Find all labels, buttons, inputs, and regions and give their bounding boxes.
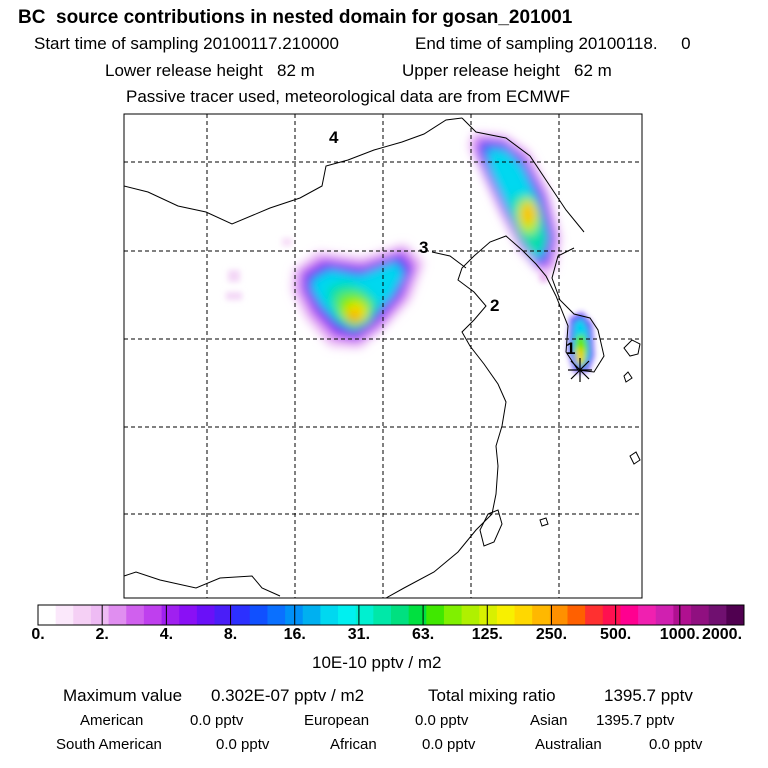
- colorbar-swatch: [391, 605, 410, 625]
- colorbar-swatch: [708, 605, 727, 625]
- colorbar-swatch: [126, 605, 145, 625]
- colorbar-swatch: [338, 605, 357, 625]
- colorbar-frame: [37, 604, 745, 626]
- colorbar-swatch: [355, 605, 374, 625]
- colorbar-swatch: [496, 605, 515, 625]
- colorbar-swatch: [214, 605, 233, 625]
- total-mixing-label: Total mixing ratio: [428, 686, 556, 705]
- colorbar-swatch: [73, 605, 92, 625]
- colorbar-tick-label: 2000.: [701, 626, 743, 643]
- colorbar-tick-label: 63.: [411, 626, 435, 643]
- colorbar-swatch: [567, 605, 586, 625]
- colorbar-swatch: [196, 605, 215, 625]
- colorbar-tick-label: 2.: [95, 626, 109, 643]
- colorbar-tick-label: 125.: [471, 626, 503, 643]
- end-time: End time of sampling 20100118. 0: [415, 34, 691, 53]
- map-panel: 4 3 2 1: [124, 114, 642, 598]
- colorbar-swatch: [285, 605, 304, 625]
- lower-release-height: Lower release height 82 m: [105, 61, 315, 80]
- colorbar-swatch: [479, 605, 498, 625]
- region-value-asian: 1395.7 pptv: [596, 712, 675, 729]
- colorbar-swatch: [602, 605, 621, 625]
- plume-source-3: [226, 238, 548, 348]
- colorbar-swatch: [108, 605, 127, 625]
- plume-source-4: [470, 134, 560, 272]
- colorbar-units: 10E-10 pptv / m2: [312, 653, 442, 672]
- colorbar-tick-label: 31.: [347, 626, 371, 643]
- colorbar-swatch: [373, 605, 392, 625]
- colorbar-swatch: [655, 605, 674, 625]
- colorbar-swatch: [55, 605, 74, 625]
- receptor-star-icon: [568, 358, 592, 382]
- colorbar-swatch: [38, 605, 57, 625]
- upper-release-height: Upper release height 62 m: [402, 61, 612, 80]
- colorbar-swatch: [267, 605, 286, 625]
- region-name-european: European: [304, 712, 370, 729]
- region-name-asian: Asian: [530, 712, 568, 729]
- colorbar: [37, 605, 745, 625]
- colorbar-swatch: [249, 605, 268, 625]
- colorbar-swatch: [90, 605, 109, 625]
- colorbar-swatch: [549, 605, 568, 625]
- colorbar-swatch: [585, 605, 604, 625]
- colorbar-tick-label: 500.: [600, 626, 632, 643]
- colorbar-swatch: [514, 605, 533, 625]
- max-value: 0.302E-07 pptv / m2: [211, 686, 365, 705]
- region-value-african: 0.0 pptv: [422, 736, 476, 753]
- colorbar-tick-label: 0.: [31, 626, 45, 643]
- colorbar-swatch: [302, 605, 321, 625]
- source-label-4: 4: [329, 128, 339, 147]
- source-label-3: 3: [419, 238, 428, 257]
- max-value-label: Maximum value: [63, 686, 183, 705]
- region-value-south-american: 0.0 pptv: [216, 736, 270, 753]
- region-name-american: American: [80, 712, 144, 729]
- plume-source-1: [568, 312, 594, 372]
- colorbar-swatch: [726, 605, 745, 625]
- colorbar-swatch: [620, 605, 639, 625]
- source-label-1: 1: [566, 339, 575, 358]
- region-name-african: African: [330, 736, 377, 753]
- graticule: [124, 114, 642, 598]
- map-frame: [123, 113, 643, 599]
- region-value-australian: 0.0 pptv: [649, 736, 703, 753]
- plot-title: BC source contributions in nested domain…: [18, 7, 573, 28]
- colorbar-swatch: [638, 605, 657, 625]
- region-value-american: 0.0 pptv: [190, 712, 244, 729]
- tracer-note: Passive tracer used, meteorological data…: [126, 87, 571, 106]
- colorbar-swatch: [443, 605, 462, 625]
- colorbar-tick-label: 16.: [283, 626, 306, 643]
- colorbar-swatch: [143, 605, 162, 625]
- colorbar-swatch: [320, 605, 339, 625]
- start-time: Start time of sampling 20100117.210000: [34, 34, 339, 53]
- colorbar-swatch: [673, 605, 692, 625]
- colorbar-swatch: [532, 605, 551, 625]
- colorbar-swatch: [408, 605, 427, 625]
- colorbar-tick-label: 4.: [159, 626, 174, 643]
- region-value-european: 0.0 pptv: [415, 712, 469, 729]
- colorbar-tick-label: 1000.: [659, 626, 700, 643]
- colorbar-tick-label: 250.: [535, 626, 568, 643]
- colorbar-swatch: [232, 605, 251, 625]
- source-label-2: 2: [490, 296, 499, 315]
- colorbar-swatch: [179, 605, 198, 625]
- total-mixing-value: 1395.7 pptv: [604, 686, 693, 705]
- colorbar-swatch: [161, 605, 180, 625]
- region-name-australian: Australian: [535, 736, 602, 753]
- colorbar-swatch: [426, 605, 445, 625]
- region-name-south-american: South American: [56, 736, 162, 753]
- colorbar-swatch: [461, 605, 480, 625]
- colorbar-tick-label: 8.: [223, 626, 238, 643]
- colorbar-swatch: [691, 605, 710, 625]
